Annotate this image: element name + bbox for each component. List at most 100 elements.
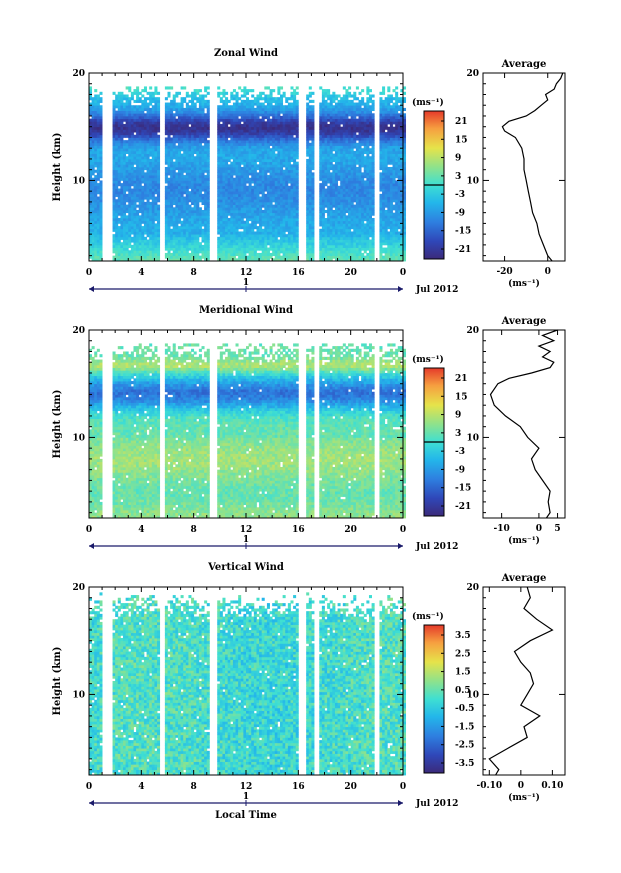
heatmap-cell — [277, 185, 281, 189]
heatmap-cell — [136, 158, 140, 163]
heatmap-cell — [123, 148, 127, 152]
heatmap-cell — [274, 175, 278, 179]
heatmap-cell — [256, 204, 260, 208]
heatmap-cell — [259, 226, 263, 230]
heatmap-cell — [154, 209, 158, 214]
heatmap-cell — [230, 113, 234, 117]
heatmap-cell — [183, 180, 187, 184]
heatmap-cell — [141, 193, 145, 197]
heatmap-cell — [193, 148, 197, 152]
heatmap-cell — [217, 226, 221, 230]
heatmap-cell — [253, 193, 257, 197]
heatmap-cell — [232, 180, 236, 184]
heatmap-cell — [327, 132, 331, 136]
heatmap-cell — [329, 244, 333, 248]
heatmap-cell — [204, 134, 208, 138]
heatmap-cell — [96, 258, 100, 262]
heatmap-cell — [327, 169, 331, 173]
heatmap-cell — [120, 199, 124, 203]
heatmap-cell — [117, 191, 121, 195]
heatmap-cell — [138, 258, 142, 262]
heatmap-cell — [248, 183, 252, 187]
heatmap-cell — [256, 102, 260, 106]
heatmap-cell — [280, 167, 284, 171]
heatmap-cell — [251, 250, 255, 254]
heatmap-cell — [164, 215, 168, 219]
heatmap-cell — [201, 140, 205, 144]
heatmap-cell — [120, 115, 124, 120]
heatmap-cell — [123, 167, 127, 171]
heatmap-cell — [157, 172, 161, 176]
heatmap-cell — [295, 201, 299, 205]
heatmap-cell — [172, 164, 176, 168]
heatmap-cell — [201, 234, 205, 238]
heatmap-cell — [230, 148, 234, 152]
heatmap-cell — [172, 132, 176, 136]
heatmap-cell — [154, 258, 158, 262]
heatmap-cell — [154, 247, 158, 251]
heatmap-cell — [204, 212, 208, 216]
heatmap-cell — [146, 102, 150, 106]
heatmap-cell — [180, 110, 184, 114]
heatmap-cell — [94, 169, 98, 173]
heatmap-cell — [177, 247, 181, 251]
heatmap-cell — [177, 113, 181, 117]
heatmap-cell — [266, 255, 270, 259]
heatmap-cell — [235, 250, 239, 254]
heatmap-cell — [251, 220, 255, 224]
heatmap-cell — [191, 145, 195, 149]
heatmap-cell — [324, 94, 328, 98]
heatmap-cell — [235, 234, 239, 238]
heatmap-cell — [332, 172, 336, 176]
heatmap-cell — [308, 204, 312, 208]
heatmap-cell — [117, 247, 121, 251]
heatmap-cell — [264, 124, 268, 128]
heatmap-cell — [188, 212, 192, 216]
heatmap-cell — [295, 209, 299, 214]
heatmap-cell — [185, 244, 189, 248]
heatmap-cell — [146, 132, 150, 136]
heatmap-cell — [125, 132, 129, 136]
heatmap-cell — [128, 137, 132, 141]
heatmap-cell — [167, 172, 171, 176]
heatmap-cell — [238, 145, 242, 149]
heatmap-cell — [321, 252, 325, 257]
heatmap-cell — [201, 247, 205, 251]
heatmap-cell — [261, 234, 265, 238]
heatmap-cell — [94, 134, 98, 138]
heatmap-cell — [99, 121, 103, 125]
heatmap-cell — [177, 242, 181, 246]
heatmap-cell — [167, 124, 171, 128]
heatmap-cell — [240, 183, 244, 187]
heatmap-cell — [287, 196, 291, 200]
heatmap-cell — [112, 142, 116, 146]
heatmap-cell — [138, 164, 142, 168]
heatmap-cell — [225, 91, 229, 95]
heatmap-cell — [206, 218, 210, 222]
heatmap-cell — [311, 231, 315, 235]
heatmap-cell — [89, 207, 93, 211]
heatmap-cell — [248, 209, 252, 214]
heatmap-cell — [256, 142, 260, 146]
heatmap-cell — [329, 148, 333, 152]
heatmap-cell — [329, 110, 333, 114]
heatmap-cell — [285, 201, 289, 205]
heatmap-cell — [261, 196, 265, 200]
heatmap-cell — [225, 137, 229, 141]
heatmap-cell — [277, 196, 281, 200]
heatmap-cell — [128, 129, 132, 133]
heatmap-cell — [222, 140, 226, 144]
heatmap-cell — [334, 204, 338, 208]
heatmap-cell — [177, 193, 181, 197]
heatmap-cell — [253, 97, 257, 101]
heatmap-cell — [337, 158, 341, 163]
heatmap-cell — [206, 250, 210, 254]
heatmap-cell — [269, 247, 273, 251]
heatmap-cell — [180, 134, 184, 138]
heatmap-cell — [151, 129, 155, 133]
heatmap-cell — [238, 188, 242, 192]
heatmap-cell — [91, 255, 95, 259]
heatmap-cell — [188, 191, 192, 195]
heatmap-cell — [293, 107, 297, 111]
heatmap-cell — [225, 207, 229, 211]
